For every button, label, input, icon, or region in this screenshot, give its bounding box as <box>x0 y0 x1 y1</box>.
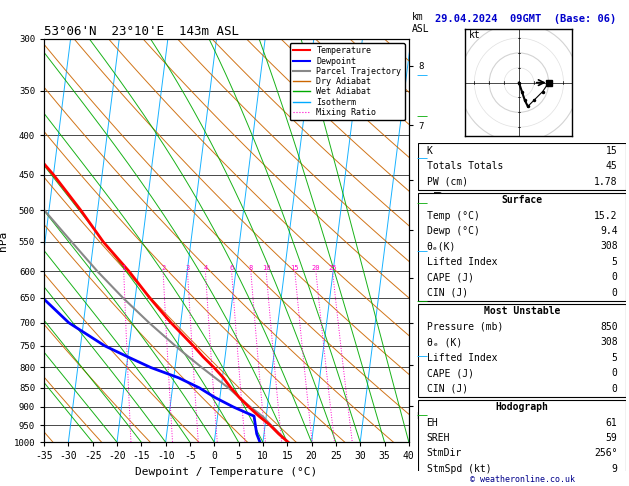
Text: Temp (°C): Temp (°C) <box>426 210 479 221</box>
Text: 15.2: 15.2 <box>594 210 618 221</box>
Text: —: — <box>416 411 428 420</box>
Text: 0: 0 <box>611 288 618 298</box>
Text: kt: kt <box>469 30 480 40</box>
Text: CAPE (J): CAPE (J) <box>426 368 474 378</box>
Text: 308: 308 <box>600 242 618 251</box>
Text: Totals Totals: Totals Totals <box>426 161 503 171</box>
Text: 4: 4 <box>203 265 208 271</box>
Text: 9.4: 9.4 <box>600 226 618 236</box>
Text: Dewp (°C): Dewp (°C) <box>426 226 479 236</box>
Text: K: K <box>426 146 433 156</box>
Text: 20: 20 <box>311 265 320 271</box>
Text: 10: 10 <box>262 265 270 271</box>
Text: 3: 3 <box>186 265 189 271</box>
Text: km
ASL: km ASL <box>412 13 430 34</box>
Text: 5: 5 <box>611 257 618 267</box>
Text: —: — <box>416 111 428 121</box>
Text: Lifted Index: Lifted Index <box>426 257 497 267</box>
Text: 8: 8 <box>248 265 253 271</box>
Text: θₑ(K): θₑ(K) <box>426 242 456 251</box>
Text: 29.04.2024  09GMT  (Base: 06): 29.04.2024 09GMT (Base: 06) <box>435 14 616 24</box>
FancyBboxPatch shape <box>418 193 626 301</box>
Text: Surface: Surface <box>501 195 543 205</box>
Text: 1: 1 <box>121 265 126 271</box>
Text: 59: 59 <box>606 433 618 443</box>
Text: CIN (J): CIN (J) <box>426 288 468 298</box>
Text: 0: 0 <box>611 368 618 378</box>
Text: Pressure (mb): Pressure (mb) <box>426 322 503 332</box>
Text: 15: 15 <box>291 265 299 271</box>
Text: 9: 9 <box>611 464 618 474</box>
Text: —: — <box>416 246 428 256</box>
Text: —: — <box>416 154 428 163</box>
Text: —: — <box>416 70 428 80</box>
Legend: Temperature, Dewpoint, Parcel Trajectory, Dry Adiabat, Wet Adiabat, Isotherm, Mi: Temperature, Dewpoint, Parcel Trajectory… <box>290 43 404 120</box>
Text: 53°06'N  23°10'E  143m ASL: 53°06'N 23°10'E 143m ASL <box>44 25 239 38</box>
Text: 45: 45 <box>606 161 618 171</box>
Text: 2: 2 <box>161 265 165 271</box>
Text: 0: 0 <box>611 383 618 394</box>
Text: Lifted Index: Lifted Index <box>426 353 497 363</box>
Text: © weatheronline.co.uk: © weatheronline.co.uk <box>470 474 574 484</box>
Text: 6: 6 <box>230 265 234 271</box>
Text: StmSpd (kt): StmSpd (kt) <box>426 464 491 474</box>
Text: Mixing Ratio (g/kg): Mixing Ratio (g/kg) <box>433 185 443 296</box>
Text: 15: 15 <box>606 146 618 156</box>
Text: 256°: 256° <box>594 449 618 458</box>
Text: Hodograph: Hodograph <box>496 402 548 412</box>
Text: PW (cm): PW (cm) <box>426 176 468 187</box>
Text: 25: 25 <box>328 265 337 271</box>
Text: —: — <box>416 198 428 208</box>
FancyBboxPatch shape <box>418 143 626 190</box>
Text: 1.78: 1.78 <box>594 176 618 187</box>
FancyBboxPatch shape <box>418 400 626 477</box>
Text: —: — <box>416 296 428 306</box>
Text: —: — <box>416 351 428 361</box>
Text: SREH: SREH <box>426 433 450 443</box>
FancyBboxPatch shape <box>418 304 626 397</box>
Text: CAPE (J): CAPE (J) <box>426 272 474 282</box>
Text: EH: EH <box>426 417 438 428</box>
Text: Most Unstable: Most Unstable <box>484 307 560 316</box>
Y-axis label: hPa: hPa <box>0 230 8 251</box>
Text: StmDir: StmDir <box>426 449 462 458</box>
Text: 5: 5 <box>611 353 618 363</box>
Text: 308: 308 <box>600 337 618 347</box>
Text: 0: 0 <box>611 272 618 282</box>
Text: θₑ (K): θₑ (K) <box>426 337 462 347</box>
X-axis label: Dewpoint / Temperature (°C): Dewpoint / Temperature (°C) <box>135 467 318 477</box>
Text: LCL: LCL <box>416 412 431 421</box>
Text: 61: 61 <box>606 417 618 428</box>
Text: 850: 850 <box>600 322 618 332</box>
Text: CIN (J): CIN (J) <box>426 383 468 394</box>
